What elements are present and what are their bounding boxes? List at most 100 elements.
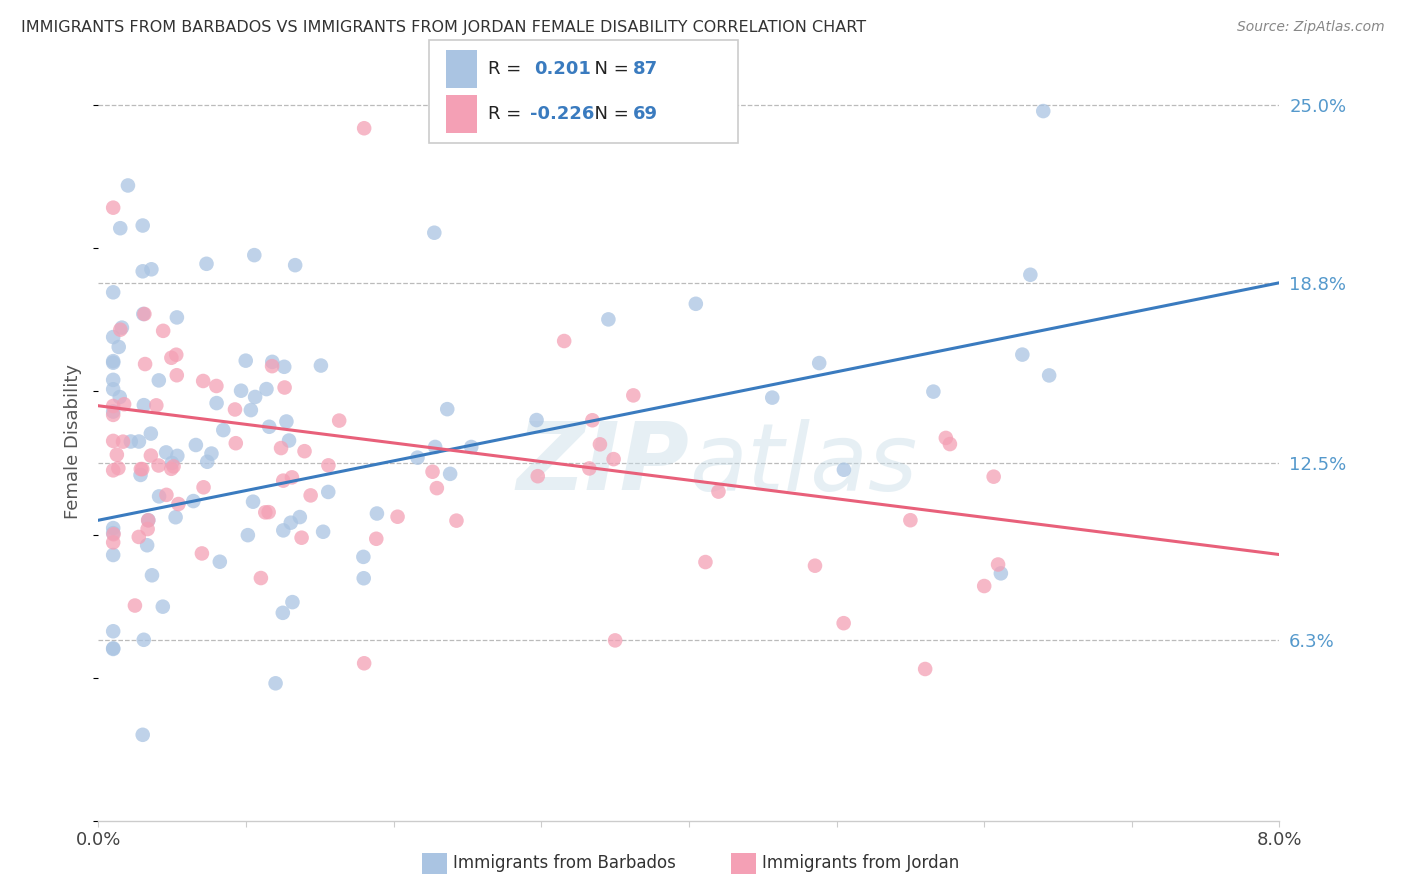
Text: N =: N = bbox=[583, 105, 636, 123]
Point bbox=[134, 307, 156, 321]
Point bbox=[460, 440, 482, 454]
Point bbox=[195, 455, 218, 469]
Point bbox=[685, 297, 707, 311]
Point bbox=[328, 414, 350, 428]
Point bbox=[162, 459, 184, 474]
Point bbox=[271, 524, 294, 538]
Point bbox=[107, 340, 129, 354]
Point bbox=[120, 434, 142, 449]
Point bbox=[987, 558, 1010, 572]
Point bbox=[132, 264, 155, 278]
Point bbox=[208, 555, 231, 569]
Point bbox=[264, 676, 287, 690]
Point bbox=[353, 571, 375, 585]
Point bbox=[235, 353, 257, 368]
Point bbox=[103, 404, 125, 418]
Point bbox=[761, 391, 783, 405]
Point bbox=[581, 413, 603, 427]
Point bbox=[900, 513, 922, 527]
Point bbox=[294, 444, 316, 458]
Point bbox=[278, 434, 301, 448]
Point bbox=[155, 488, 177, 502]
Point bbox=[423, 226, 446, 240]
Point bbox=[605, 633, 627, 648]
Point bbox=[212, 423, 235, 437]
Point bbox=[110, 221, 132, 235]
Point bbox=[973, 579, 995, 593]
Text: R =: R = bbox=[488, 60, 527, 78]
Point bbox=[111, 434, 134, 449]
Point bbox=[111, 320, 134, 334]
Point bbox=[406, 450, 429, 465]
Point bbox=[184, 438, 207, 452]
Point bbox=[166, 368, 188, 383]
Point bbox=[939, 437, 962, 451]
Point bbox=[935, 431, 957, 445]
Point bbox=[436, 402, 458, 417]
Point bbox=[446, 514, 468, 528]
Point bbox=[129, 462, 152, 476]
Point bbox=[117, 178, 139, 193]
Point bbox=[353, 657, 375, 671]
Point bbox=[983, 469, 1005, 483]
Point bbox=[183, 494, 205, 508]
Text: 69: 69 bbox=[633, 105, 658, 123]
Point bbox=[110, 323, 132, 337]
Point bbox=[103, 330, 125, 344]
Point bbox=[695, 555, 717, 569]
Point bbox=[804, 558, 827, 573]
Point bbox=[526, 413, 548, 427]
Point bbox=[225, 436, 247, 450]
Point bbox=[288, 510, 311, 524]
Point bbox=[832, 616, 855, 631]
Point bbox=[243, 390, 266, 404]
Point bbox=[193, 480, 215, 494]
Point bbox=[132, 398, 155, 412]
Point bbox=[112, 397, 135, 411]
Point bbox=[914, 662, 936, 676]
Point bbox=[353, 121, 375, 136]
Point bbox=[280, 516, 302, 530]
Point bbox=[239, 403, 262, 417]
Point bbox=[107, 461, 129, 475]
Point bbox=[103, 201, 125, 215]
Point bbox=[166, 449, 188, 463]
Point bbox=[922, 384, 945, 399]
Point bbox=[131, 462, 153, 476]
Point bbox=[602, 452, 624, 467]
Point bbox=[145, 398, 167, 412]
Point bbox=[134, 357, 156, 371]
Point bbox=[105, 448, 128, 462]
Point bbox=[132, 728, 155, 742]
Point bbox=[273, 359, 295, 374]
Point bbox=[136, 513, 159, 527]
Point bbox=[152, 324, 174, 338]
Point bbox=[160, 462, 183, 476]
Point bbox=[103, 354, 125, 368]
Point bbox=[262, 359, 284, 373]
Text: 87: 87 bbox=[633, 60, 658, 78]
Text: Immigrants from Jordan: Immigrants from Jordan bbox=[762, 855, 959, 872]
Point bbox=[426, 481, 449, 495]
Point bbox=[103, 641, 125, 656]
Point bbox=[132, 219, 155, 233]
Point bbox=[103, 285, 125, 300]
Point bbox=[352, 549, 374, 564]
Point bbox=[271, 606, 294, 620]
Point bbox=[309, 359, 332, 373]
Point bbox=[270, 441, 292, 455]
Point bbox=[141, 568, 163, 582]
Point bbox=[166, 310, 188, 325]
Point bbox=[312, 524, 335, 539]
Point bbox=[284, 258, 307, 272]
Point bbox=[299, 488, 322, 502]
Point bbox=[160, 456, 183, 470]
Point bbox=[193, 374, 215, 388]
Point bbox=[103, 527, 125, 541]
Point bbox=[103, 535, 125, 549]
Point bbox=[589, 437, 612, 451]
Point bbox=[139, 449, 162, 463]
Text: ZIP: ZIP bbox=[516, 418, 689, 510]
Point bbox=[578, 461, 600, 475]
Point bbox=[167, 497, 190, 511]
